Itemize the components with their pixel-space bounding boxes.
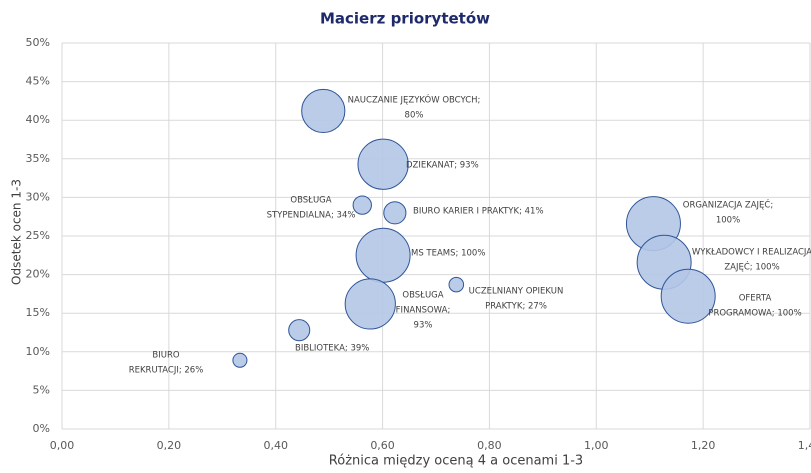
data-label: OFERTA bbox=[739, 294, 772, 304]
data-label: PROGRAMOWA; 100% bbox=[708, 309, 801, 319]
y-tick-label: 40% bbox=[26, 113, 50, 126]
y-tick-label: 5% bbox=[33, 383, 50, 396]
data-label: REKRUTACJI; 26% bbox=[129, 366, 204, 376]
y-tick-label: 15% bbox=[26, 306, 50, 319]
bubble bbox=[448, 276, 465, 293]
data-label: OBSŁUGA bbox=[402, 291, 443, 301]
data-label: BIBLIOTEKA; 39% bbox=[295, 344, 369, 354]
bubble bbox=[660, 268, 716, 324]
data-label: OBSŁUGA bbox=[290, 196, 331, 206]
data-label: NAUCZANIE JĘZYKÓW OBCYCH; bbox=[348, 94, 481, 106]
data-label: UCZELNIANY OPIEKUN bbox=[469, 287, 564, 297]
bubble bbox=[357, 138, 409, 190]
y-tick-label: 30% bbox=[26, 190, 50, 203]
x-axis-label: Różnica między oceną 4 a ocenami 1-3 bbox=[329, 454, 583, 469]
x-tick-label: 0,00 bbox=[50, 439, 75, 452]
y-tick-label: 0% bbox=[33, 422, 50, 435]
x-tick-label: 1,40 bbox=[798, 439, 811, 452]
data-label: FINANSOWA; bbox=[396, 306, 451, 316]
bubble bbox=[288, 319, 311, 342]
y-tick-label: 25% bbox=[26, 229, 50, 242]
x-tick-label: 0,80 bbox=[477, 439, 502, 452]
data-label: STYPENDIALNA; 34% bbox=[267, 211, 356, 221]
x-tick-label: 1,00 bbox=[584, 439, 609, 452]
bubble bbox=[352, 195, 372, 215]
y-axis-label: Odsetek ocen 1-3 bbox=[10, 179, 24, 285]
bubble bbox=[301, 88, 346, 134]
y-tick-label: 10% bbox=[26, 345, 50, 358]
x-tick-label: 1,20 bbox=[691, 439, 716, 452]
data-label: BIURO KARIER I PRAKTYK; 41% bbox=[413, 207, 544, 217]
data-label: ZAJĘĆ; 100% bbox=[724, 261, 779, 273]
bubble bbox=[355, 227, 411, 283]
bubble bbox=[344, 278, 396, 330]
data-label: 80% bbox=[405, 111, 424, 121]
bubble bbox=[383, 201, 407, 225]
data-label: 93% bbox=[414, 321, 433, 331]
data-label: WYKŁADOWCY I REALIZACJA bbox=[692, 248, 811, 258]
data-label: 100% bbox=[716, 216, 740, 226]
x-tick-label: 0,40 bbox=[263, 439, 288, 452]
data-label: ORGANIZACJA ZAJĘĆ; bbox=[683, 199, 773, 211]
x-tick-label: 0,60 bbox=[370, 439, 395, 452]
data-label: MS TEAMS; 100% bbox=[411, 249, 485, 259]
y-tick-label: 35% bbox=[26, 152, 50, 165]
data-label: PRAKTYK; 27% bbox=[485, 302, 547, 312]
data-label: DZIEKANAT; 93% bbox=[406, 161, 479, 171]
y-tick-label: 20% bbox=[26, 268, 50, 281]
data-label: BIURO bbox=[152, 351, 179, 361]
y-tick-label: 50% bbox=[26, 36, 50, 49]
y-tick-label: 45% bbox=[26, 75, 50, 88]
x-tick-label: 0,20 bbox=[157, 439, 182, 452]
chart-title: Macierz priorytetów bbox=[320, 10, 490, 28]
bubble bbox=[232, 352, 248, 368]
